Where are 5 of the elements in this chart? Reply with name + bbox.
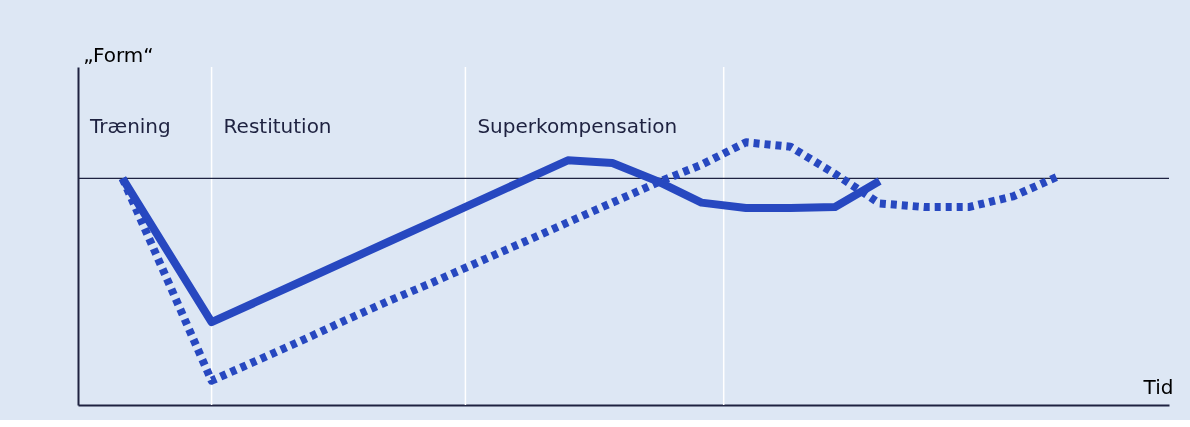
y-axis-title: „Form“: [83, 42, 154, 67]
text: Restitution: [223, 114, 332, 138]
text: Træning: [89, 114, 171, 138]
text: Superkompensation: [477, 114, 678, 138]
x-axis-title: Tid: [1142, 374, 1174, 399]
